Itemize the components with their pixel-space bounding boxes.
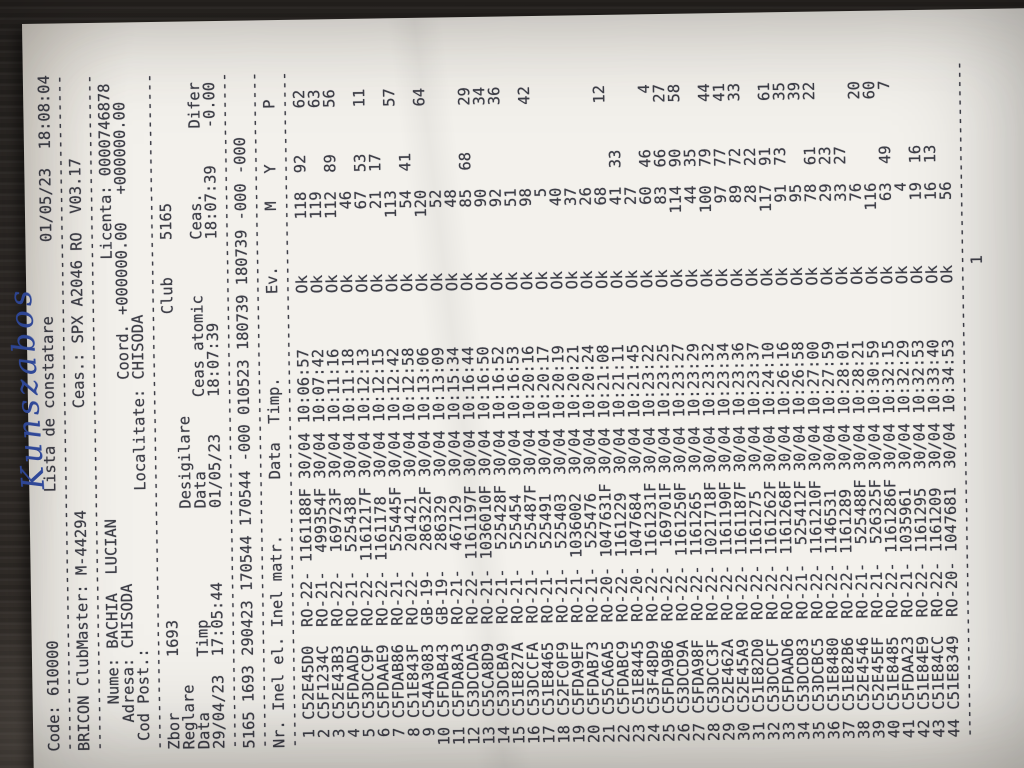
paper-sheet: Kunszabos Code: 610000 Lista de constata… — [2, 7, 1024, 768]
rotated-print-area: Kunszabos Code: 610000 Lista de constata… — [2, 45, 1002, 752]
printed-document: Kunszabos Code: 610000 Lista de constata… — [2, 45, 1002, 752]
